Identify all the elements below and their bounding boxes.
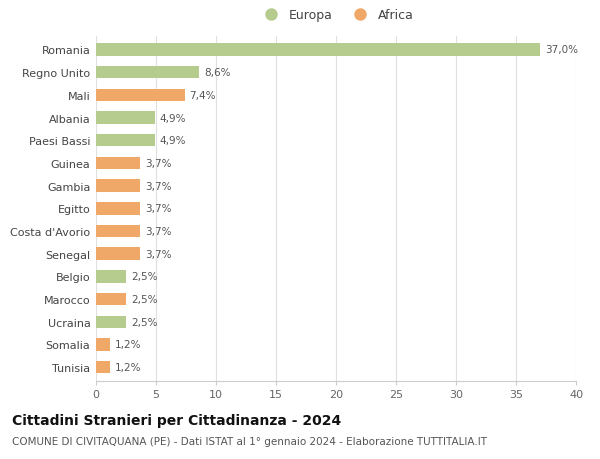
Bar xyxy=(96,67,199,79)
Text: Cittadini Stranieri per Cittadinanza - 2024: Cittadini Stranieri per Cittadinanza - 2… xyxy=(12,413,341,427)
Text: 3,7%: 3,7% xyxy=(145,181,172,191)
Bar xyxy=(96,270,126,283)
Bar xyxy=(96,338,110,351)
Bar xyxy=(96,157,140,170)
Text: 3,7%: 3,7% xyxy=(145,204,172,214)
Text: 8,6%: 8,6% xyxy=(204,68,230,78)
Text: 3,7%: 3,7% xyxy=(145,249,172,259)
Bar xyxy=(96,134,155,147)
Text: COMUNE DI CIVITAQUANA (PE) - Dati ISTAT al 1° gennaio 2024 - Elaborazione TUTTIT: COMUNE DI CIVITAQUANA (PE) - Dati ISTAT … xyxy=(12,436,487,446)
Text: 3,7%: 3,7% xyxy=(145,158,172,168)
Bar xyxy=(96,316,126,328)
Text: 2,5%: 2,5% xyxy=(131,272,157,282)
Text: 4,9%: 4,9% xyxy=(160,136,186,146)
Text: 4,9%: 4,9% xyxy=(160,113,186,123)
Bar xyxy=(96,180,140,192)
Text: 1,2%: 1,2% xyxy=(115,340,142,350)
Text: 1,2%: 1,2% xyxy=(115,363,142,372)
Text: 7,4%: 7,4% xyxy=(190,90,216,101)
Bar xyxy=(96,225,140,238)
Bar xyxy=(96,202,140,215)
Text: 2,5%: 2,5% xyxy=(131,294,157,304)
Text: 3,7%: 3,7% xyxy=(145,226,172,236)
Bar xyxy=(96,361,110,374)
Bar xyxy=(96,112,155,124)
Bar xyxy=(96,44,540,56)
Bar xyxy=(96,293,126,306)
Bar xyxy=(96,248,140,260)
Text: 2,5%: 2,5% xyxy=(131,317,157,327)
Legend: Europa, Africa: Europa, Africa xyxy=(254,4,418,27)
Bar xyxy=(96,90,185,102)
Text: 37,0%: 37,0% xyxy=(545,45,578,55)
